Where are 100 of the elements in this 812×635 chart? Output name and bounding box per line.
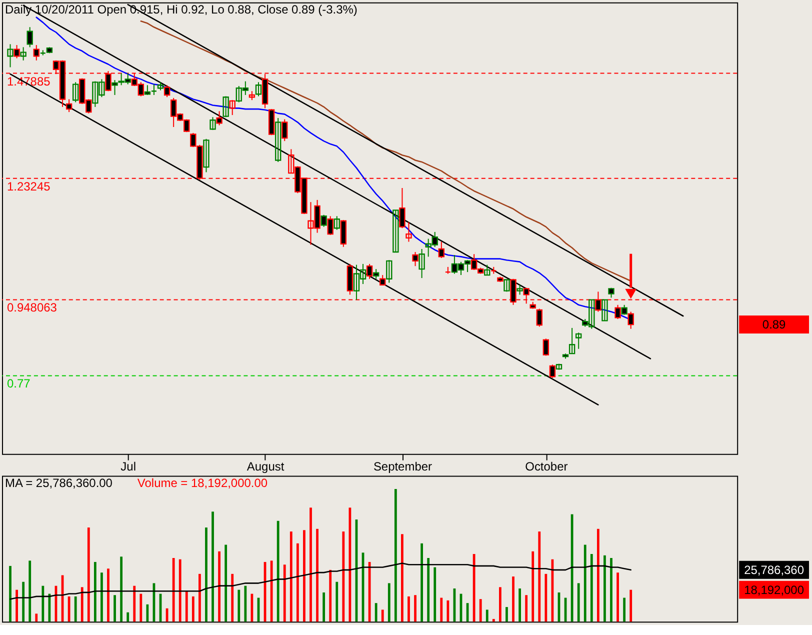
bar [381, 610, 384, 622]
x-tick-label: August [246, 459, 285, 474]
text: 25,786,360 [744, 562, 804, 577]
bar [140, 594, 142, 622]
x-tick-label: September [373, 459, 432, 474]
text: 18,192,000 [744, 582, 804, 597]
bar [192, 596, 194, 622]
text: 0.89 [762, 318, 786, 332]
bar [518, 588, 521, 622]
bar [231, 574, 234, 622]
bar [577, 583, 580, 622]
bar [35, 614, 38, 622]
candlestick [229, 100, 236, 116]
candlestick [334, 216, 340, 230]
bar [107, 568, 110, 622]
candlestick [164, 84, 170, 98]
bar [28, 560, 32, 622]
bar [472, 554, 476, 622]
candlestick [216, 110, 222, 126]
candlestick [568, 327, 576, 354]
candlestick [602, 299, 608, 322]
candlestick [438, 241, 444, 258]
bar [623, 598, 626, 622]
bar [388, 583, 390, 622]
candlestick [7, 44, 14, 68]
candlestick [386, 260, 392, 284]
bar [244, 586, 247, 622]
bar [172, 558, 175, 622]
bar [42, 586, 44, 622]
candlestick [380, 274, 386, 286]
candlestick [274, 118, 282, 162]
bar [342, 531, 345, 622]
bar [80, 587, 84, 622]
bar [74, 596, 77, 622]
bar [283, 564, 286, 622]
candlestick [14, 44, 20, 59]
bar [238, 590, 240, 622]
bar [316, 528, 318, 622]
bar [604, 555, 606, 622]
bar [630, 590, 632, 622]
candlestick [20, 46, 26, 61]
candlestick [549, 364, 556, 378]
candlestick [504, 279, 510, 292]
bar [120, 556, 123, 622]
bar [492, 618, 495, 622]
x-tick-label: October [525, 459, 568, 474]
candlestick [72, 82, 79, 103]
bar [610, 558, 612, 622]
text: MA = 25,786,360.00 [4, 476, 113, 490]
candlestick [66, 98, 72, 113]
candlestick [210, 116, 216, 130]
bar [296, 543, 299, 622]
bar [146, 604, 149, 622]
bar [178, 559, 182, 622]
bar [9, 566, 12, 622]
bar [185, 591, 188, 622]
candlestick [222, 96, 229, 118]
bar [133, 586, 136, 622]
bar [486, 610, 488, 622]
bar [310, 508, 312, 622]
candlestick [203, 138, 210, 173]
bar [276, 520, 280, 622]
candlestick [399, 187, 406, 229]
ref-line-label: 0.77 [6, 376, 31, 391]
bar [270, 560, 273, 622]
bar [16, 590, 18, 622]
bar [374, 603, 378, 622]
bar [336, 582, 338, 622]
bar [440, 598, 443, 622]
bar [198, 574, 201, 622]
bar [446, 600, 450, 622]
candlestick [406, 222, 412, 242]
bar [348, 508, 352, 622]
candlestick [26, 26, 33, 48]
candlestick [282, 118, 288, 142]
bar [22, 582, 25, 622]
bar [570, 514, 574, 622]
x-tick-label: Jul [120, 459, 136, 474]
bar [94, 562, 96, 622]
candlestick [516, 284, 523, 296]
bar [420, 543, 424, 622]
bar [218, 551, 220, 622]
candlestick [412, 252, 418, 267]
bar [414, 595, 416, 622]
bar [479, 599, 482, 622]
bar [408, 596, 410, 622]
candlestick [392, 210, 399, 253]
candlestick [575, 332, 582, 350]
bar [616, 572, 619, 622]
candlestick [150, 84, 158, 96]
bar [126, 612, 130, 622]
bar [590, 554, 593, 622]
bar [394, 489, 397, 622]
bar [512, 576, 514, 622]
bar [584, 544, 586, 622]
bar [100, 572, 103, 622]
ref-line-label: 0.948063 [6, 300, 58, 315]
bar [596, 528, 600, 622]
candlestick [484, 264, 490, 276]
bar [212, 512, 214, 622]
